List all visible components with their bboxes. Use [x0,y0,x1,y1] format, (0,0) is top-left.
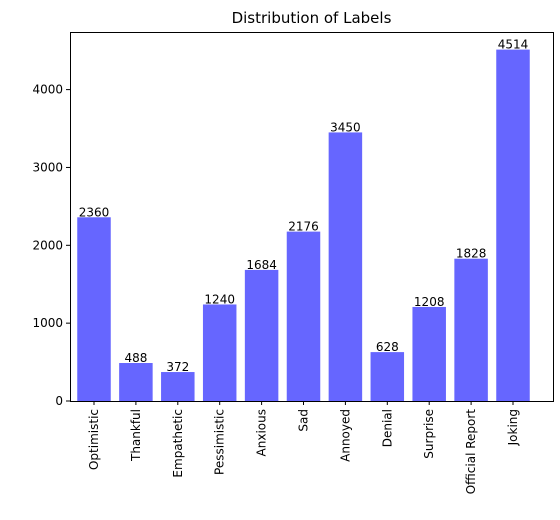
bar [370,352,405,401]
x-tick-label: Empathetic [171,409,185,478]
bar-value-label: 2176 [288,220,319,234]
x-tick-label: Surprise [422,409,436,459]
bar [119,363,153,401]
y-tick-label: 0 [55,394,63,408]
bar [202,304,237,401]
bar [161,372,195,401]
bar [496,49,530,402]
x-axis: Optimistic Thankful Empathetic Pessimistic A… [87,401,520,494]
x-tick-label: Denial [380,409,394,447]
x-tick-label: Official Report [464,409,478,495]
x-tick-label: Thankful [129,409,143,462]
bar-value-label: 4514 [498,38,529,52]
bar-value-label: 1684 [246,258,277,272]
x-tick-label: Joking [506,409,520,446]
bar [454,258,488,401]
x-tick-label: Anxious [255,409,269,456]
bar-value-labels: 2360 488 372 1240 1684 2176 3450 628 1208 1828 451… [79,38,529,374]
x-tick-label: Annoyed [338,409,352,462]
y-tick-label: 3000 [32,160,63,174]
bar-value-label: 2360 [79,205,110,219]
bar-value-label: 628 [376,340,399,354]
bar [77,217,111,401]
bar-value-label: 1240 [204,292,235,306]
bar-value-label: 3450 [330,120,361,134]
y-tick-label: 2000 [32,238,63,252]
x-tick-label: Sad [297,409,311,432]
chart-title: Distribution of Labels [232,9,392,27]
bar [328,132,363,401]
bar [286,231,321,401]
y-tick-label: 4000 [32,83,63,97]
bars-group [77,49,530,402]
y-axis: 0 1000 2000 3000 4000 [32,83,70,408]
x-tick-label: Optimistic [87,409,101,470]
x-tick-label: Pessimistic [213,409,227,475]
bar [244,269,279,401]
bar-value-label: 488 [124,351,147,365]
y-tick-label: 1000 [32,316,63,330]
plot-frame [70,32,554,402]
bar-value-label: 1828 [456,247,487,261]
bar-value-label: 1208 [414,295,445,309]
bar-value-label: 372 [166,360,189,374]
bar [412,306,446,401]
